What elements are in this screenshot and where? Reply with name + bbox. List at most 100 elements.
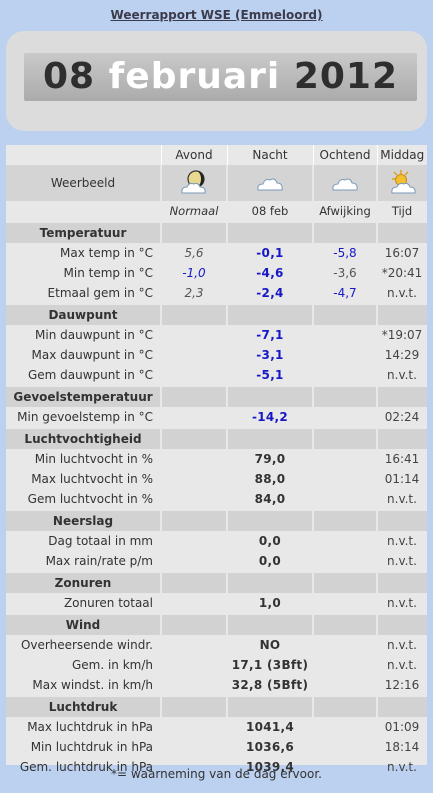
section-title: Wind <box>6 613 162 635</box>
section-spacer <box>313 303 378 325</box>
time-value: n.v.t. <box>387 760 417 774</box>
section-header: Temperatuur <box>6 221 427 243</box>
row-label: Min temp in °C <box>63 266 153 280</box>
moon-cloud-icon <box>161 165 228 201</box>
date-month: februari <box>108 56 281 97</box>
normal-value: 2,3 <box>184 286 204 300</box>
day-value: 1036,6 <box>245 740 295 754</box>
subheader-empty <box>6 201 161 222</box>
section-spacer <box>377 571 427 593</box>
report-title-link[interactable]: Weerrapport WSE (Emmeloord) <box>110 8 323 22</box>
table-row: Gem. luchtdruk in hPa 1039,4 n.v.t. <box>6 757 427 777</box>
section-spacer <box>227 427 314 449</box>
time-value: n.v.t. <box>387 596 417 610</box>
section-header: Luchtvochtigheid <box>6 427 427 449</box>
date-day: 08 <box>42 56 96 97</box>
section-spacer <box>377 613 427 635</box>
row-label: Gem. in km/h <box>71 658 153 672</box>
deviation-value <box>313 325 377 345</box>
cloud-icon <box>313 165 378 201</box>
table-row: Min temp in °C -1,0 -4,6 -3,6 *20:41 <box>6 263 427 283</box>
row-label: Overheersende windr. <box>20 638 153 652</box>
section-header: Dauwpunt <box>6 303 427 325</box>
section-spacer <box>227 509 314 531</box>
day-value: -7,1 <box>256 328 284 342</box>
time-value: 12:16 <box>384 678 420 692</box>
day-value: -14,2 <box>251 410 289 424</box>
table-row: Max rain/rate p/m 0,0 n.v.t. <box>6 551 427 572</box>
day-value: 84,0 <box>254 492 286 506</box>
section-spacer <box>313 221 378 243</box>
row-label: Max dauwpunt in °C <box>31 348 154 362</box>
section-spacer <box>313 509 378 531</box>
section-spacer <box>377 695 427 717</box>
subheader-date: 08 feb <box>251 204 289 218</box>
section-spacer <box>227 385 314 407</box>
row-label: Min luchtvocht in % <box>34 452 153 466</box>
deviation-value <box>313 365 377 386</box>
deviation-value <box>313 635 377 655</box>
table-row: Min gevoelstemp in °C -14,2 02:24 <box>6 407 427 428</box>
time-value: n.v.t. <box>387 368 417 382</box>
deviation-value <box>313 345 377 365</box>
section-title: Luchtvochtigheid <box>6 427 162 449</box>
day-value: 1,0 <box>258 596 282 610</box>
period-header-row: Avond Nacht Ochtend Middag <box>6 145 427 165</box>
section-header: Zonuren <box>6 571 427 593</box>
section-header: Neerslag <box>6 509 427 531</box>
deviation-value <box>313 551 377 572</box>
day-value: 79,0 <box>254 452 286 466</box>
time-value: 02:24 <box>384 410 420 424</box>
time-value: n.v.t. <box>387 638 417 652</box>
row-label: Zonuren totaal <box>63 596 153 610</box>
deviation-value <box>313 531 377 551</box>
section-title: Luchtdruk <box>6 695 162 717</box>
section-spacer <box>377 221 427 243</box>
table-row: Max temp in °C 5,6 -0,1 -5,8 16:07 <box>6 243 427 263</box>
weather-label: Weerbeeld <box>6 165 162 201</box>
time-value: n.v.t. <box>387 534 417 548</box>
time-value: 16:41 <box>384 452 420 466</box>
time-value: n.v.t. <box>387 492 417 506</box>
normal-value <box>161 635 227 655</box>
normal-value <box>161 489 227 510</box>
time-value: *19:07 <box>381 328 423 342</box>
table-row: Min luchtvocht in % 79,0 16:41 <box>6 449 427 469</box>
normal-value <box>161 469 227 489</box>
section-spacer <box>313 571 378 593</box>
day-value: 0,0 <box>258 554 282 568</box>
column-subheader-row: Normaal 08 feb Afwijking Tijd <box>6 201 427 222</box>
time-value: 16:07 <box>384 246 420 260</box>
normal-value <box>161 675 227 696</box>
section-spacer <box>313 385 378 407</box>
table-row: Max luchtvocht in % 88,0 01:14 <box>6 469 427 489</box>
section-spacer <box>227 571 314 593</box>
table-row: Dag totaal in mm 0,0 n.v.t. <box>6 531 427 551</box>
row-label: Max rain/rate p/m <box>45 554 153 568</box>
section-title: Temperatuur <box>6 221 162 243</box>
day-value: 0,0 <box>258 534 282 548</box>
header-middag: Middag <box>376 145 427 165</box>
section-spacer <box>227 221 314 243</box>
table-row: Gem luchtvocht in % 84,0 n.v.t. <box>6 489 427 510</box>
cloud-icon <box>227 165 314 201</box>
table-row: Min dauwpunt in °C -7,1 *19:07 <box>6 325 427 345</box>
deviation-value <box>313 407 377 428</box>
section-spacer <box>377 509 427 531</box>
deviation-value <box>313 469 377 489</box>
time-value: 01:14 <box>384 472 420 486</box>
section-spacer <box>313 427 378 449</box>
section-spacer <box>161 571 228 593</box>
row-label: Dag totaal in mm <box>48 534 153 548</box>
deviation-value <box>313 593 377 614</box>
normal-value <box>161 737 227 757</box>
section-title: Zonuren <box>6 571 162 593</box>
table-row: Min luchtdruk in hPa 1036,6 18:14 <box>6 737 427 757</box>
day-value: 1041,4 <box>245 720 295 734</box>
normal-value: -1,0 <box>182 266 206 280</box>
day-value: -5,1 <box>256 368 284 382</box>
row-label: Gem dauwpunt in °C <box>27 368 153 382</box>
normal-value <box>161 407 227 428</box>
section-spacer <box>377 303 427 325</box>
day-value: -2,4 <box>256 286 284 300</box>
